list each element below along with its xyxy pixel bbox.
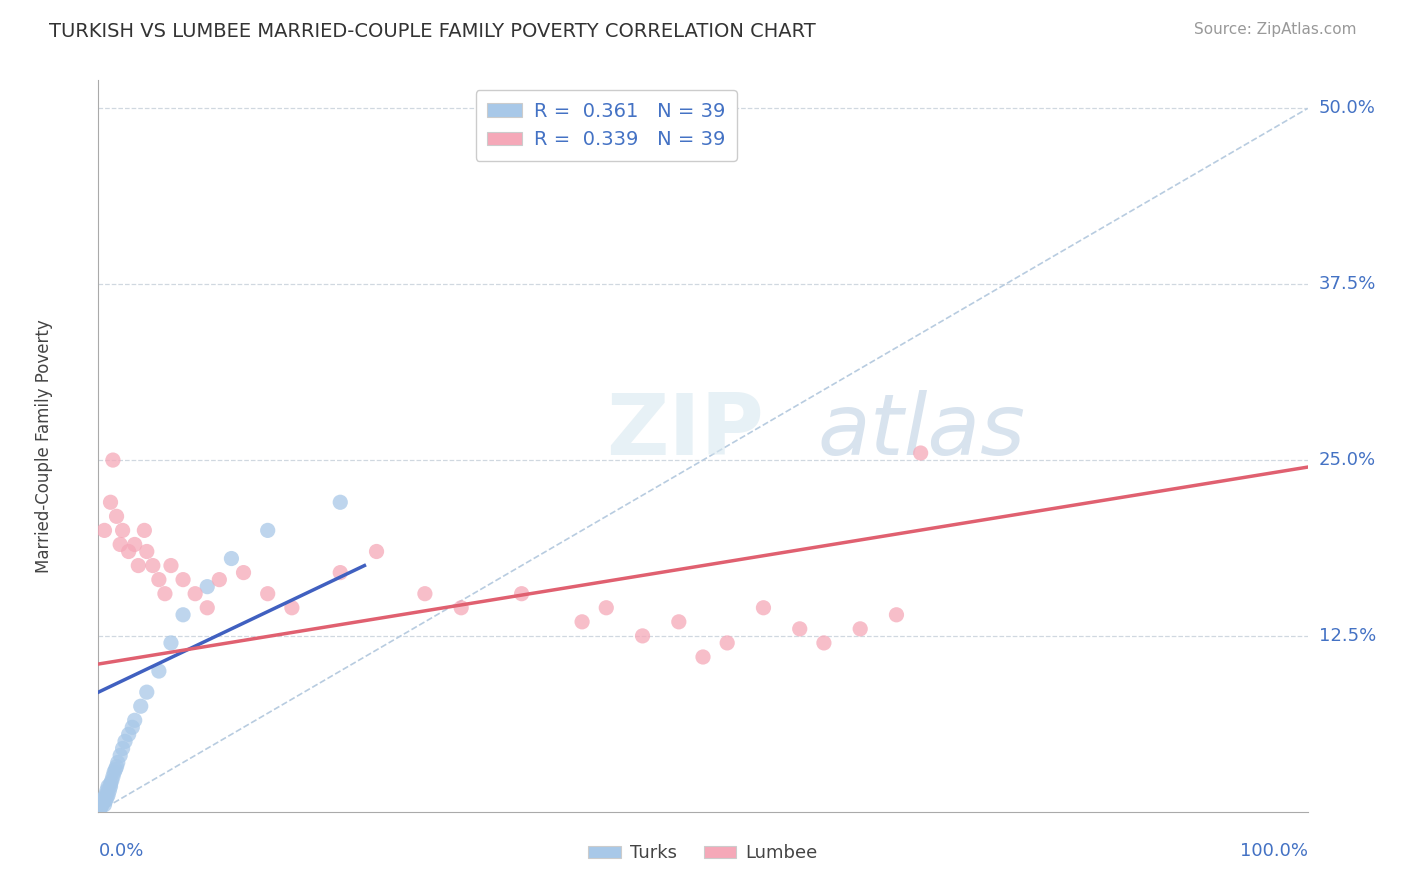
Point [91, 793, 114, 807]
Point [571, 615, 593, 629]
Point [221, 551, 243, 566]
Point [910, 446, 932, 460]
Point [281, 600, 304, 615]
Point [91, 797, 114, 811]
Point [148, 664, 170, 678]
Point [160, 636, 183, 650]
Point [98, 783, 121, 797]
Point [692, 650, 714, 665]
Point [104, 763, 127, 777]
Point [195, 580, 218, 594]
Text: 100.0%: 100.0% [1240, 842, 1308, 860]
Point [329, 566, 352, 580]
Point [124, 714, 146, 728]
Text: atlas: atlas [818, 390, 1026, 473]
Point [849, 622, 872, 636]
Point [172, 607, 194, 622]
Point [97, 780, 120, 794]
Point [101, 770, 124, 784]
Point [184, 587, 207, 601]
Point [256, 524, 278, 538]
Point [789, 622, 811, 636]
Point [94, 793, 117, 807]
Point [101, 453, 124, 467]
Text: 37.5%: 37.5% [1319, 276, 1376, 293]
Point [111, 741, 134, 756]
Point [94, 788, 117, 802]
Point [450, 600, 472, 615]
Point [96, 783, 118, 797]
Point [886, 607, 908, 622]
Point [134, 524, 156, 538]
Point [103, 765, 125, 780]
Point [142, 558, 165, 573]
Legend: R =  0.361   N = 39, R =  0.339   N = 39: R = 0.361 N = 39, R = 0.339 N = 39 [475, 90, 737, 161]
Text: ZIP: ZIP [606, 390, 763, 473]
Point [90, 800, 112, 814]
Point [100, 780, 122, 794]
Point [232, 566, 254, 580]
Point [93, 797, 115, 812]
Point [595, 600, 617, 615]
Text: 0.0%: 0.0% [98, 842, 143, 860]
Point [91, 797, 114, 812]
Text: TURKISH VS LUMBEE MARRIED-COUPLE FAMILY POVERTY CORRELATION CHART: TURKISH VS LUMBEE MARRIED-COUPLE FAMILY … [49, 22, 815, 41]
Point [127, 558, 149, 573]
Point [153, 587, 176, 601]
Point [135, 544, 157, 558]
Text: 25.0%: 25.0% [1319, 451, 1376, 469]
Point [752, 600, 775, 615]
Point [108, 537, 131, 551]
Point [195, 600, 218, 615]
Point [111, 524, 134, 538]
Point [105, 509, 128, 524]
Point [631, 629, 654, 643]
Point [114, 734, 136, 748]
Point [413, 587, 436, 601]
Point [172, 573, 194, 587]
Text: Source: ZipAtlas.com: Source: ZipAtlas.com [1194, 22, 1357, 37]
Point [91, 795, 114, 809]
Point [90, 799, 112, 814]
Point [100, 776, 122, 790]
Point [93, 790, 115, 805]
Point [96, 790, 118, 805]
Point [208, 573, 231, 587]
Point [129, 699, 152, 714]
Point [118, 544, 141, 558]
Legend: Turks, Lumbee: Turks, Lumbee [581, 838, 825, 870]
Point [93, 524, 115, 538]
Point [108, 748, 131, 763]
Point [716, 636, 738, 650]
Point [329, 495, 352, 509]
Point [100, 773, 122, 788]
Point [160, 558, 183, 573]
Point [366, 544, 388, 558]
Point [121, 720, 143, 734]
Point [89, 802, 111, 816]
Text: Married-Couple Family Poverty: Married-Couple Family Poverty [35, 319, 53, 573]
Point [105, 760, 128, 774]
Text: 50.0%: 50.0% [1319, 99, 1375, 118]
Point [148, 573, 170, 587]
Point [135, 685, 157, 699]
Point [510, 587, 533, 601]
Text: 12.5%: 12.5% [1319, 627, 1376, 645]
Point [124, 537, 146, 551]
Point [668, 615, 690, 629]
Point [100, 495, 122, 509]
Point [813, 636, 835, 650]
Point [97, 788, 120, 802]
Point [107, 756, 129, 770]
Point [256, 587, 278, 601]
Point [118, 727, 141, 741]
